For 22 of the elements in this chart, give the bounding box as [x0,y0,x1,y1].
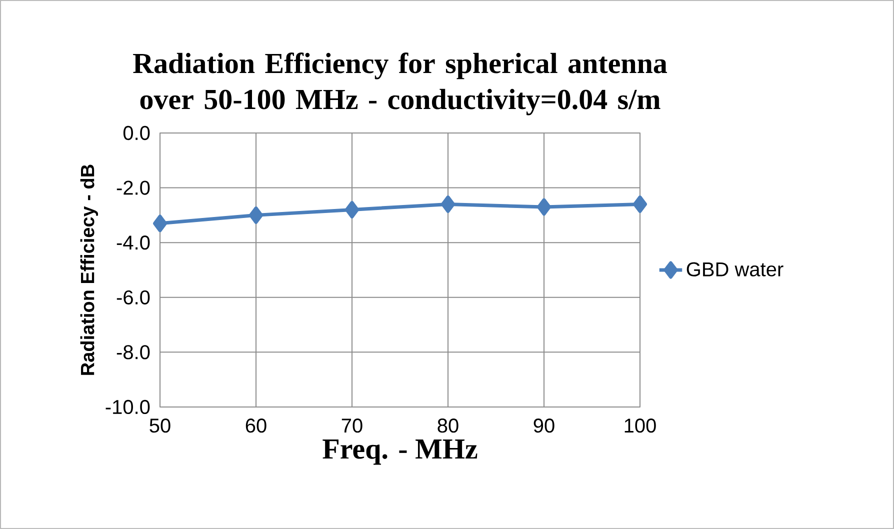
y-tick-label: 0.0 [123,126,150,140]
point [441,195,455,213]
point [345,200,359,218]
point [632,195,647,213]
y-tick-label: -10.0 [106,400,150,414]
point [537,198,551,216]
y-tick-label: -4.0 [116,236,150,250]
y-axis-title: Radiation Efficiecy - dB [80,164,98,375]
x-tick-label: 90 [534,418,554,433]
legend-label: GBD water [686,262,784,276]
point [249,206,264,224]
x-tick-label: 80 [438,418,458,433]
point [153,214,168,232]
x-tick-label: 70 [342,418,362,433]
y-tick-label: -8.0 [116,345,150,360]
x-axis-title: Freq. - MHz [322,440,478,465]
chart-title: Radiation Efficiency for spherical antenna over 50-100 MHz - conductivity=0.04 s/m [133,52,668,116]
x-tick-label: 100 [624,418,656,433]
x-tick-label: 50 [150,418,170,433]
y-tick-label: -2.0 [116,180,150,195]
y-tick-label: -6.0 [116,290,150,304]
x-tick-label: 60 [246,418,266,433]
